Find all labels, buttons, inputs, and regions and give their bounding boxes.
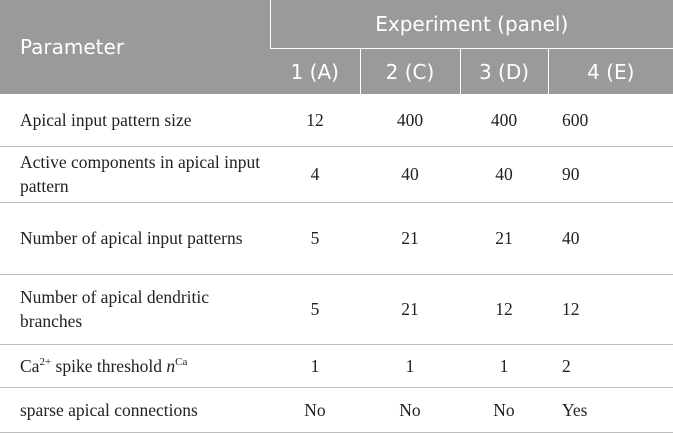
row-label: sparse apical connections <box>0 387 270 433</box>
cell-value: 12 <box>460 274 548 345</box>
label-part: Ca <box>20 355 40 376</box>
row-label: Active components in apical input patter… <box>0 146 270 203</box>
cell-value: 40 <box>460 146 548 203</box>
header-experiment: Experiment (panel) <box>269 0 673 49</box>
cell-value: No <box>460 387 548 433</box>
cell-value: 1 <box>460 344 548 388</box>
cell-value: 21 <box>360 274 460 345</box>
cell-value: 400 <box>360 94 460 147</box>
header-column: 4 (E) <box>547 48 673 94</box>
label-part: Ca <box>175 355 188 368</box>
table-row: Number of apical input patterns 5 21 21 40 <box>0 202 673 275</box>
cell-value: 400 <box>460 94 548 147</box>
cell-value: 600 <box>548 94 673 147</box>
header-column: 3 (D) <box>459 48 548 94</box>
cell-value: 5 <box>270 274 360 345</box>
table-row: sparse apical connections No No No Yes <box>0 387 673 433</box>
table-row: Active components in apical input patter… <box>0 146 673 203</box>
cell-value: 40 <box>548 202 673 275</box>
cell-value: 12 <box>548 274 673 345</box>
cell-value: 5 <box>270 202 360 275</box>
label-part: n <box>166 355 176 376</box>
row-label: Number of apical input patterns <box>0 202 270 275</box>
cell-value: Yes <box>548 387 673 433</box>
header-parameter: Parameter <box>0 0 270 94</box>
table-row: Ca2+ spike threshold nCa 1 1 1 2 <box>0 344 673 388</box>
cell-value: 90 <box>548 146 673 203</box>
cell-value: 21 <box>460 202 548 275</box>
header-column: 2 (C) <box>359 48 460 94</box>
cell-value: 40 <box>360 146 460 203</box>
cell-value: 21 <box>360 202 460 275</box>
table-row: Number of apical dendritic branches 5 21 12… <box>0 274 673 345</box>
cell-value: 2 <box>548 344 673 388</box>
row-label: Ca2+ spike threshold nCa <box>0 344 270 388</box>
row-label: Apical input pattern size <box>0 94 270 147</box>
label-part: 2+ <box>39 355 52 368</box>
header-column: 1 (A) <box>270 48 360 94</box>
row-label: Number of apical dendritic branches <box>0 274 270 345</box>
cell-value: No <box>360 387 460 433</box>
cell-value: 1 <box>360 344 460 388</box>
table-row: Apical input pattern size 12 400 400 600 <box>0 94 673 147</box>
cell-value: 4 <box>270 146 360 203</box>
cell-value: 1 <box>270 344 360 388</box>
label-part: spike threshold <box>55 355 162 376</box>
cell-value: No <box>270 387 360 433</box>
cell-value: 12 <box>270 94 360 147</box>
